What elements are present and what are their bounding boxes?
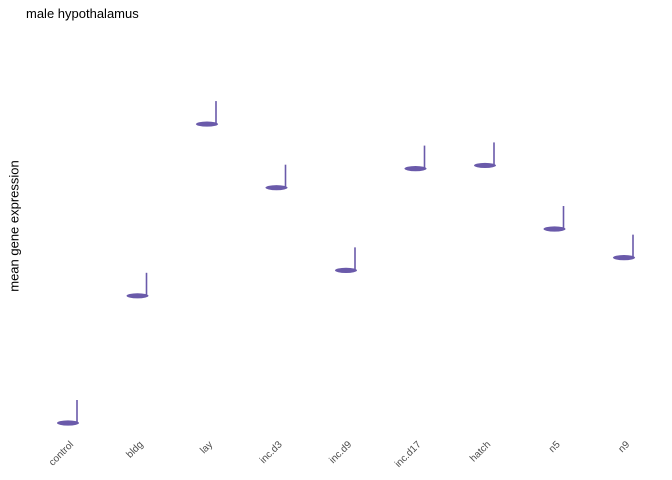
data-point bbox=[474, 142, 496, 169]
data-point bbox=[57, 400, 79, 426]
data-point-marker bbox=[613, 255, 635, 261]
x-tick-label: hatch bbox=[468, 439, 493, 464]
x-tick-label: inc.d17 bbox=[393, 439, 424, 470]
data-point-marker bbox=[404, 166, 427, 172]
data-point-marker bbox=[126, 293, 149, 299]
x-tick-label: n9 bbox=[616, 439, 632, 455]
data-point bbox=[404, 145, 427, 172]
data-point-marker bbox=[57, 420, 79, 426]
data-point bbox=[543, 206, 566, 232]
x-tick-label: inc.d3 bbox=[258, 439, 285, 466]
data-point bbox=[126, 272, 149, 299]
x-tick-label: bldg bbox=[124, 439, 145, 460]
data-point bbox=[335, 247, 357, 273]
x-tick-label: control bbox=[47, 439, 76, 468]
data-point-marker bbox=[474, 162, 496, 169]
x-tick-label: lay bbox=[198, 439, 215, 456]
x-tick-label: n5 bbox=[547, 439, 563, 455]
data-point bbox=[196, 101, 218, 127]
data-point bbox=[613, 234, 635, 261]
data-point-marker bbox=[335, 267, 357, 273]
chart-title: male hypothalamus bbox=[26, 6, 139, 21]
x-tick-label: inc.d9 bbox=[327, 439, 354, 466]
data-point-marker bbox=[543, 226, 566, 232]
data-point-marker bbox=[265, 185, 288, 191]
data-point-marker bbox=[196, 121, 218, 127]
data-point bbox=[265, 164, 288, 191]
